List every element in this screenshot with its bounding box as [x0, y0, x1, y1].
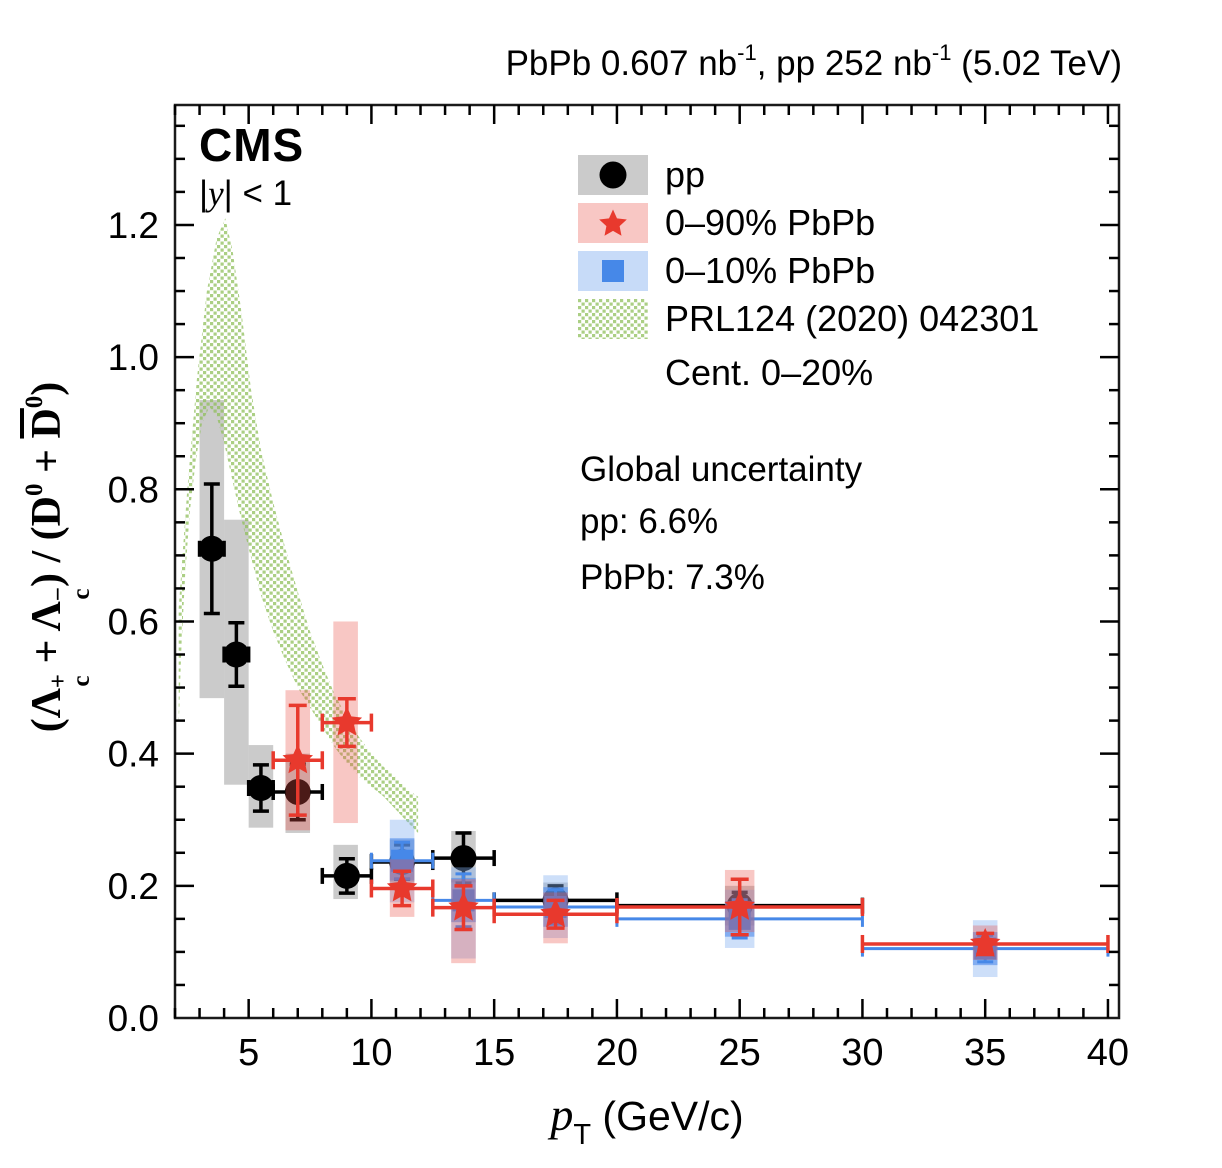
legend-item-pbpb010: 0–10% PbPb — [578, 247, 1039, 295]
cms-label: CMS — [199, 119, 305, 171]
y-axis-title: (Λ + c + Λ − c) / (D0 + D0) — [21, 381, 95, 733]
pp-marker-swatch — [578, 155, 648, 195]
legend-label: Cent. 0–20% — [665, 352, 874, 393]
legend-item-cent: Cent. 0–20% — [578, 349, 1039, 397]
pbpb010-syst-boxes — [389, 819, 998, 978]
legend-item-pp: pp — [578, 151, 1039, 199]
square-marker-swatch — [578, 251, 648, 291]
legend-label: 0–10% PbPb — [665, 250, 876, 291]
legend-label: pp — [665, 154, 706, 195]
prl-band — [178, 218, 419, 834]
rapidity-label: |y| < 1 — [199, 174, 293, 213]
global-uncertainty-note: Global uncertainty pp: 6.6% PbPb: 7.3% — [580, 450, 862, 598]
empty-swatch — [578, 353, 648, 393]
x-tick-label: 5 — [238, 1032, 259, 1074]
y-tick-label: 0.4 — [108, 734, 159, 775]
axes: 5 10 15 20 25 30 35 40 0.0 0.2 0.4 0.6 0.8 1.0 1.2 — [108, 103, 1129, 1074]
legend-label: PRL124 (2020) 042301 — [665, 298, 1040, 339]
y-tick-label: 1.2 — [108, 205, 159, 246]
y-tick-label: 0.0 — [108, 998, 159, 1039]
global-uncertainty-title: Global uncertainty — [580, 450, 863, 489]
y-tick-label: 0.8 — [108, 469, 159, 510]
pbpb090-series — [271, 697, 1110, 957]
y-tick-label: 1.0 — [108, 337, 159, 378]
y-tick-label: 0.2 — [108, 866, 159, 907]
luminosity-header: PbPb 0.607 nb-1, pp 252 nb-1 (5.02 TeV) — [505, 40, 1122, 83]
x-tick-label: 40 — [1087, 1032, 1129, 1074]
global-uncertainty-pp: pp: 6.6% — [580, 502, 719, 541]
hatch-band-swatch — [578, 299, 648, 339]
y-tick-label: 0.6 — [108, 601, 159, 642]
x-tick-label: 25 — [719, 1032, 761, 1074]
legend: pp 0–90% PbPb 0–10% PbPb PRL124 (2020) 0… — [578, 151, 1039, 397]
x-tick-label: 30 — [841, 1032, 883, 1074]
global-uncertainty-pbpb: PbPb: 7.3% — [580, 558, 765, 597]
legend-label: 0–90% PbPb — [665, 202, 876, 243]
legend-item-prl: PRL124 (2020) 042301 — [578, 295, 1039, 343]
x-axis-title: pT (GeV/c) — [550, 1089, 744, 1151]
x-tick-label: 15 — [473, 1032, 515, 1074]
legend-item-pbpb090: 0–90% PbPb — [578, 199, 1039, 247]
x-tick-label: 20 — [596, 1032, 638, 1074]
x-tick-label: 10 — [350, 1032, 392, 1074]
x-tick-label: 35 — [964, 1032, 1006, 1074]
star-marker-swatch — [578, 203, 648, 243]
